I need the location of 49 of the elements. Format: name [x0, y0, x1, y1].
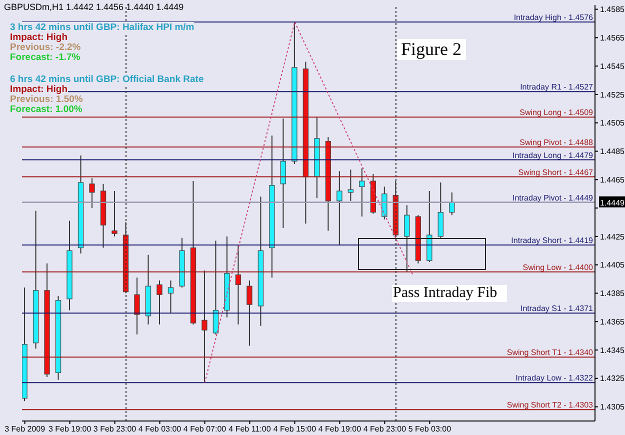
ref-line-label: Swing Pivot - 1.4488 — [520, 138, 594, 147]
y-tick-label: 1.4365 — [600, 317, 625, 326]
ref-line-label: Swing Short T1 - 1.4340 — [506, 348, 594, 358]
x-tick-label: 5 Feb 03:00 — [408, 424, 452, 434]
y-tick-label: 1.4405 — [600, 260, 625, 270]
y-tick-label: 1.4345 — [600, 346, 625, 355]
annotation: Impact: High — [10, 32, 68, 43]
annotation: Forecast: 1.00% — [10, 104, 82, 115]
ref-line-label: Intraday Long - 1.4479 — [512, 150, 594, 160]
ref-line-label: Swing Long - 1.4509 — [520, 108, 594, 118]
y-tick-label: 1.4465 — [600, 175, 625, 184]
x-tick-label: 3 Feb 19:00 — [48, 424, 92, 434]
annotation: Previous: -2.2% — [10, 42, 81, 53]
y-tick-label: 1.4545 — [600, 62, 625, 71]
x-tick-label: 3 Feb 23:00 — [93, 424, 137, 434]
ref-line-label: Swing Low - 1.4400 — [522, 262, 594, 272]
ref-line-label: Intraday S1 - 1.4371 — [520, 304, 594, 314]
ref-line-label: Swing Short T2 - 1.4303 — [506, 400, 594, 410]
x-tick-label: 4 Feb 07:00 — [183, 424, 227, 434]
ref-line-label: Intraday Pivot - 1.4449 — [512, 193, 594, 202]
y-tick-label: 1.4425 — [600, 232, 625, 242]
y-tick-label: 1.4305 — [600, 402, 625, 412]
x-tick-label: 4 Feb 03:00 — [138, 424, 182, 434]
x-tick-label: 3 Feb 2009 — [4, 424, 46, 434]
x-tick-label: 4 Feb 19:00 — [318, 424, 362, 434]
ref-line-label: Intraday R1 - 1.4527 — [520, 82, 594, 92]
y-tick-label: 1.4585 — [600, 5, 625, 14]
annotation: Forecast: -1.7% — [10, 52, 80, 63]
y-tick-label: 1.4525 — [600, 90, 625, 100]
annotation: 6 hrs 42 mins until GBP: Official Bank Rate — [10, 74, 204, 85]
y-tick-label: 1.4385 — [600, 289, 625, 298]
annotation: Impact: High — [10, 84, 68, 95]
ref-line-label: Intraday Short - 1.4419 — [511, 236, 594, 245]
y-tick-label: 1.4325 — [600, 374, 625, 384]
ref-line-label: Swing Short - 1.4467 — [518, 168, 594, 177]
annotation: Pass Intraday Fib — [392, 285, 508, 302]
annotation: 3 hrs 42 mins until GBP: Halifax HPI m/m — [10, 22, 194, 33]
annotation: Figure 2 — [397, 39, 466, 60]
x-tick-label: 4 Feb 15:00 — [273, 424, 317, 434]
chart-title: GBPUSDm,H1 1.4442 1.4456 1.4440 1.4449 — [4, 2, 184, 12]
ref-line-label: 1.4449 — [600, 198, 625, 208]
x-tick-label: 4 Feb 11:00 — [228, 424, 272, 434]
y-tick-label: 1.4485 — [600, 147, 625, 156]
ref-line-label: Intraday High - 1.4576 — [514, 13, 594, 22]
y-tick-label: 1.4565 — [600, 33, 625, 42]
y-tick-label: 1.4505 — [600, 118, 625, 128]
ref-line-label: Intraday Low - 1.4322 — [516, 374, 594, 383]
annotation: Previous: 1.50% — [10, 94, 83, 105]
x-tick-label: 4 Feb 23:00 — [363, 424, 407, 434]
